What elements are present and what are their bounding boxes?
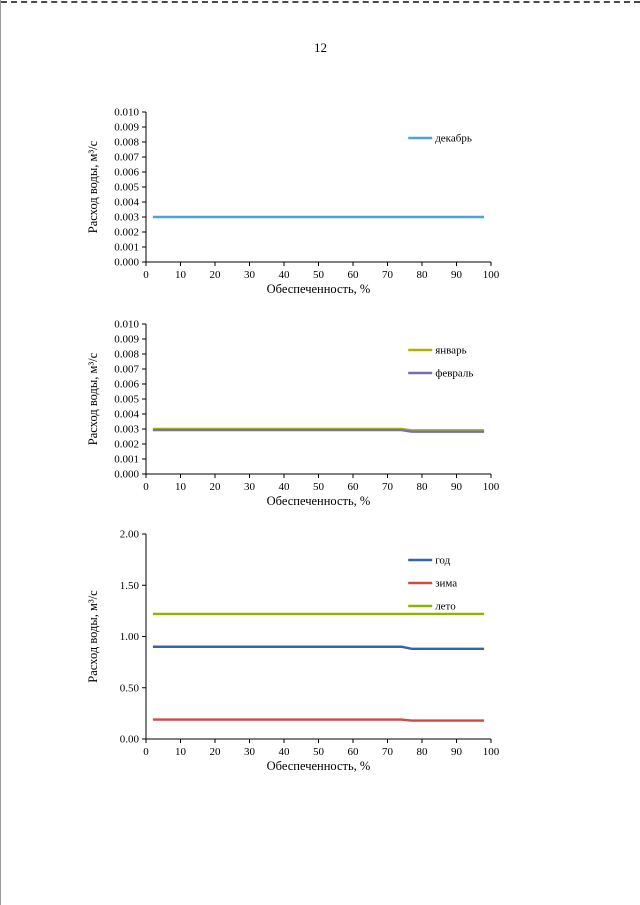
- x-tick-label: 70: [382, 269, 394, 281]
- y-tick-label: 0.005: [114, 182, 139, 194]
- y-tick-label: 0.006: [114, 167, 139, 179]
- y-tick-label: 0.010: [114, 107, 139, 119]
- x-tick-label: 10: [175, 481, 187, 493]
- chart-december: 0.000 0.001 0.002 0.003 0.004 0.005 0.006 0.007…: [81, 100, 531, 305]
- y-axis-title: Расход воды, м³/с: [86, 140, 100, 233]
- discharge-chart-year-winter-summer: 0.00 0.50 1.00 1.50 2.00 0 10 20 30 40 50 60 70 80 90 1…: [86, 529, 500, 774]
- y-tick-label: 0.001: [114, 454, 139, 466]
- x-tick-label: 20: [210, 746, 222, 758]
- scan-edge-artifact: [1, 1, 640, 3]
- x-tick-label: 50: [313, 481, 325, 493]
- x-tick-label: 10: [175, 269, 187, 281]
- y-tick-label: 0.005: [114, 394, 139, 406]
- x-tick-label: 30: [244, 481, 256, 493]
- discharge-chart-january-february: 0.000 0.001 0.002 0.003 0.004 0.005 0.006 0.007…: [86, 319, 500, 509]
- x-tick-label: 0: [143, 481, 149, 493]
- page-number: 12: [314, 40, 327, 55]
- y-tick-label: 2.00: [120, 529, 140, 541]
- y-tick-label: 1.00: [120, 631, 140, 643]
- legend-label-декабрь: декабрь: [435, 133, 472, 145]
- x-tick-label: 90: [451, 481, 463, 493]
- x-tick-label: 40: [279, 481, 291, 493]
- series-line-зима: [152, 718, 485, 722]
- chart-january-february: 0.000 0.001 0.002 0.003 0.004 0.005 0.006 0.007…: [81, 312, 531, 517]
- y-tick-label: 0.008: [114, 349, 139, 361]
- y-tick-label: 0.009: [114, 334, 139, 346]
- x-tick-label: 40: [279, 269, 291, 281]
- y-tick-label: 0.004: [114, 409, 139, 421]
- legend-label-январь: январь: [435, 345, 466, 357]
- series-line-год: [152, 645, 485, 651]
- x-tick-label: 90: [451, 269, 463, 281]
- x-axis-title: Обеспеченность, %: [267, 494, 371, 508]
- y-tick-label: 0.006: [114, 379, 139, 391]
- x-tick-label: 70: [382, 481, 394, 493]
- y-tick-label: 0.010: [114, 319, 139, 331]
- x-tick-label: 70: [382, 746, 394, 758]
- y-tick-label: 0.008: [114, 137, 139, 149]
- x-tick-label: 90: [451, 746, 463, 758]
- x-tick-label: 0: [143, 746, 149, 758]
- x-tick-label: 100: [483, 746, 500, 758]
- y-tick-label: 0.007: [114, 152, 139, 164]
- x-tick-label: 30: [244, 269, 256, 281]
- x-tick-label: 20: [210, 269, 222, 281]
- chart-year-winter-summer: 0.00 0.50 1.00 1.50 2.00 0 10 20 30 40 50 60 70 80 90 1…: [81, 522, 531, 782]
- y-axis-title: Расход воды, м³/с: [86, 590, 100, 683]
- legend-label-зима: зима: [435, 578, 457, 590]
- x-tick-label: 60: [348, 481, 360, 493]
- legend-label-февраль: февраль: [435, 368, 473, 380]
- y-tick-label: 0.003: [114, 424, 139, 436]
- series-line-февраль: [152, 428, 485, 433]
- x-tick-label: 60: [348, 269, 360, 281]
- y-tick-label: 0.009: [114, 122, 139, 134]
- x-tick-label: 80: [417, 481, 429, 493]
- x-tick-label: 40: [279, 746, 291, 758]
- discharge-chart-december: 0.000 0.001 0.002 0.003 0.004 0.005 0.006 0.007…: [86, 107, 500, 297]
- x-axis-title: Обеспеченность, %: [267, 282, 371, 296]
- y-tick-label: 0.001: [114, 242, 139, 254]
- x-tick-label: 60: [348, 746, 360, 758]
- legend-label-лето: лето: [435, 601, 456, 613]
- x-tick-label: 100: [483, 481, 500, 493]
- y-tick-label: 1.50: [120, 580, 140, 592]
- x-tick-label: 0: [143, 269, 149, 281]
- x-tick-label: 10: [175, 746, 187, 758]
- x-tick-label: 100: [483, 269, 500, 281]
- x-tick-label: 50: [313, 269, 325, 281]
- x-axis-title: Обеспеченность, %: [267, 759, 371, 773]
- x-tick-label: 80: [417, 269, 429, 281]
- y-tick-label: 0.000: [114, 469, 139, 481]
- y-axis-title: Расход воды, м³/с: [86, 352, 100, 445]
- y-tick-label: 0.002: [114, 439, 139, 451]
- x-tick-label: 20: [210, 481, 222, 493]
- y-tick-label: 0.007: [114, 364, 139, 376]
- y-tick-label: 0.004: [114, 197, 139, 209]
- y-tick-label: 0.000: [114, 257, 139, 269]
- legend-label-год: год: [435, 555, 450, 567]
- y-tick-label: 0.00: [120, 734, 140, 746]
- x-tick-label: 50: [313, 746, 325, 758]
- x-tick-label: 30: [244, 746, 256, 758]
- x-tick-label: 80: [417, 746, 429, 758]
- y-tick-label: 0.002: [114, 227, 139, 239]
- y-tick-label: 0.50: [120, 682, 140, 694]
- y-tick-label: 0.003: [114, 212, 139, 224]
